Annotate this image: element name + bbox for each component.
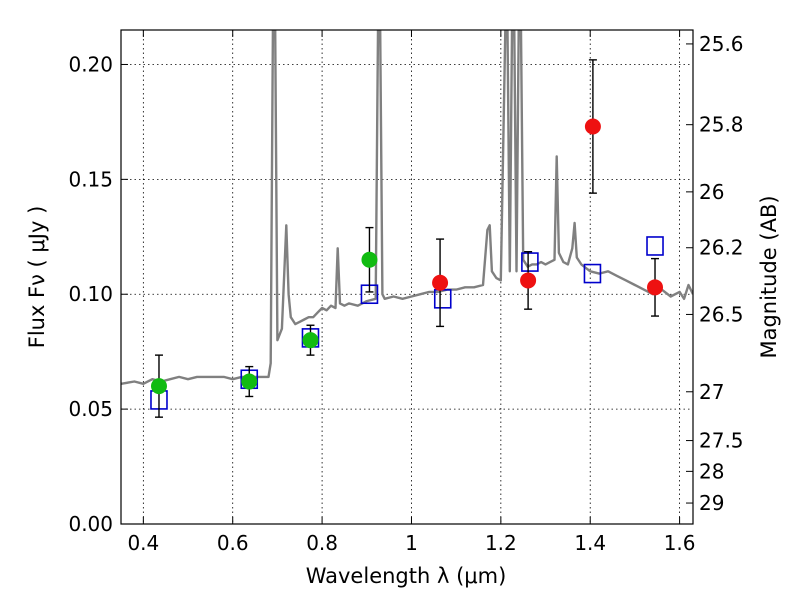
y2-tick-label: 28 [699, 459, 724, 483]
observed-photometry-point [241, 373, 258, 390]
observed-photometry-point [647, 279, 664, 296]
y-axis-title: Flux Fν ( μJy ) [25, 206, 49, 349]
plot-frame [120, 29, 694, 525]
grid [121, 30, 693, 524]
observed-photometry-point [302, 332, 319, 349]
observed-photometry-point [432, 274, 449, 291]
y2-tick-label: 29 [699, 491, 724, 515]
x-tick-label: 0.8 [306, 531, 338, 555]
observed-photometry-point [150, 378, 167, 395]
model-spectrum-line [121, 30, 693, 385]
axes-ticks: 0.4 0.6 0.8 1 1.2 1.4 1.6 0.00 0.05 0.10 0.15 0.20 2… [68, 30, 744, 555]
x-tick-label: 1.4 [574, 531, 606, 555]
y-tick-label: 0.15 [68, 167, 113, 191]
y2-axis-title: Magnitude (AB) [757, 195, 781, 358]
y2-tick-label: 26.5 [699, 302, 744, 326]
y2-tick-label: 25.8 [699, 113, 744, 137]
y2-tick-label: 27 [699, 380, 724, 404]
x-tick-label: 0.6 [217, 531, 249, 555]
y2-tick-label: 26.2 [699, 236, 744, 260]
plot-area [121, 30, 693, 418]
y-tick-label: 0.05 [68, 397, 113, 421]
y2-tick-label: 26 [699, 180, 724, 204]
x-tick-label: 0.4 [127, 531, 159, 555]
y-tick-label: 0.20 [68, 52, 113, 76]
model-photometry-marker [583, 263, 602, 284]
y2-tick-label: 25.6 [699, 32, 744, 56]
observed-photometry-point [584, 118, 601, 135]
x-tick-label: 1.6 [664, 531, 696, 555]
model-photometry-marker [646, 236, 664, 256]
y2-tick-label: 27.5 [699, 429, 744, 453]
x-tick-label: 1.2 [485, 531, 517, 555]
observed-photometry-point [520, 272, 537, 289]
observed-photometry-point [361, 251, 378, 268]
x-tick-label: 1 [405, 531, 418, 555]
y-tick-label: 0.00 [68, 512, 113, 536]
model-photometry-marker [521, 252, 539, 272]
x-axis-title: Wavelength λ (μm) [306, 564, 507, 588]
y-tick-label: 0.10 [68, 282, 113, 306]
